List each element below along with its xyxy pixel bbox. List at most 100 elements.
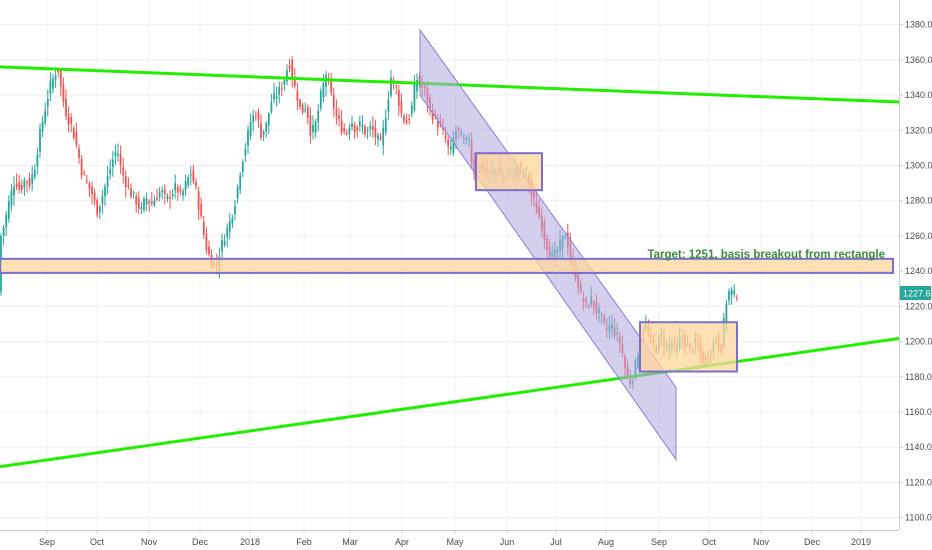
candle-body	[332, 94, 335, 109]
candle-body	[130, 187, 132, 197]
candle-body	[200, 204, 203, 217]
candle-body	[83, 173, 86, 175]
candle-body	[361, 124, 364, 128]
candle-body	[150, 201, 153, 204]
candle-body	[283, 80, 286, 85]
candle-body	[44, 110, 47, 123]
candle-body	[312, 124, 314, 132]
candle-body	[371, 126, 374, 130]
candle-body	[304, 109, 307, 111]
price-tick-label: 1300.00	[905, 161, 932, 171]
candle-body	[153, 200, 156, 206]
time-tick-label: Jun	[500, 537, 515, 547]
candle-body	[135, 196, 138, 205]
candle-body	[291, 59, 294, 80]
price-tick-label: 1340.00	[905, 90, 932, 100]
candle-body	[72, 128, 75, 138]
candle-body	[400, 101, 403, 113]
candle-body	[226, 227, 229, 238]
candle-body	[23, 180, 26, 188]
candle-body	[189, 174, 192, 176]
target-zone-rectangle	[0, 257, 894, 274]
candle-body	[447, 139, 450, 147]
candle-body	[52, 78, 54, 89]
candle-body	[41, 121, 44, 132]
candle-body	[306, 106, 309, 119]
candle-body	[62, 84, 65, 102]
candle-body	[335, 108, 338, 117]
candle-body	[13, 186, 15, 196]
candle-body	[176, 187, 179, 193]
candle-body	[122, 167, 125, 176]
candle-body	[379, 136, 382, 139]
candle-body	[345, 133, 348, 135]
candle-body	[382, 127, 385, 146]
candle-body	[57, 69, 60, 73]
candle-body	[2, 227, 5, 236]
price-tick-label: 1200.00	[905, 337, 932, 347]
candle-body	[169, 197, 171, 199]
time-tick-label: 2018	[240, 537, 260, 547]
candle-body	[158, 191, 161, 198]
candle-body	[257, 111, 260, 120]
candle-body	[54, 75, 57, 80]
candle-body	[106, 175, 109, 187]
candle-body	[98, 206, 101, 213]
price-tick-label: 1260.00	[905, 231, 932, 241]
candle-body	[70, 116, 73, 124]
time-tick-label: Nov	[141, 537, 158, 547]
candle-body	[384, 118, 387, 133]
candle-body	[80, 158, 83, 176]
candle-body	[28, 178, 31, 186]
target-annotation: Target: 1251, basis breakout from rectan…	[647, 249, 885, 261]
candle-body	[239, 175, 242, 190]
candle-body	[369, 125, 372, 129]
candle-body	[444, 135, 447, 139]
candle-body	[5, 214, 8, 228]
candle-body	[145, 198, 148, 205]
last-price-label: 1227.60	[903, 288, 932, 298]
candle-body	[31, 174, 34, 184]
candle-body	[88, 183, 91, 189]
consolidation-rectangle-september	[639, 321, 738, 373]
candle-body	[39, 129, 41, 152]
candle-body	[65, 98, 67, 116]
candle-body	[730, 289, 733, 296]
candle-body	[202, 221, 205, 235]
candle-body	[286, 70, 288, 82]
candle-body	[104, 186, 106, 197]
candle-body	[234, 206, 236, 215]
candle-body	[735, 297, 738, 299]
time-tick-label: Oct	[90, 537, 105, 547]
candle-body	[49, 80, 52, 94]
price-tick-label: 1320.00	[905, 125, 932, 135]
time-tick-label: Dec	[804, 537, 821, 547]
candle-body	[91, 186, 93, 195]
price-tick-label: 1360.00	[905, 55, 932, 65]
descending-channel	[419, 28, 677, 462]
candle-body	[252, 115, 255, 123]
candle-body	[93, 192, 96, 201]
price-tick-label: 1220.00	[905, 301, 932, 311]
candle-body	[208, 246, 210, 255]
price-tick-label: 1180.00	[905, 372, 932, 382]
price-tick-label: 1160.00	[905, 407, 932, 417]
candle-body	[15, 183, 18, 187]
candle-body	[195, 182, 197, 187]
candle-body	[247, 130, 249, 146]
candle-body	[10, 190, 13, 206]
candle-body	[231, 217, 234, 224]
candle-body	[67, 114, 70, 125]
candle-body	[163, 189, 166, 195]
candle-body	[18, 182, 21, 190]
candle-body	[280, 88, 283, 90]
candle-body	[293, 77, 296, 86]
candle-body	[174, 183, 177, 191]
candle-body	[387, 99, 390, 112]
candle-body	[452, 136, 455, 153]
candle-body	[143, 198, 145, 210]
candle-body	[179, 189, 182, 192]
price-tick-label: 1380.00	[905, 20, 932, 30]
